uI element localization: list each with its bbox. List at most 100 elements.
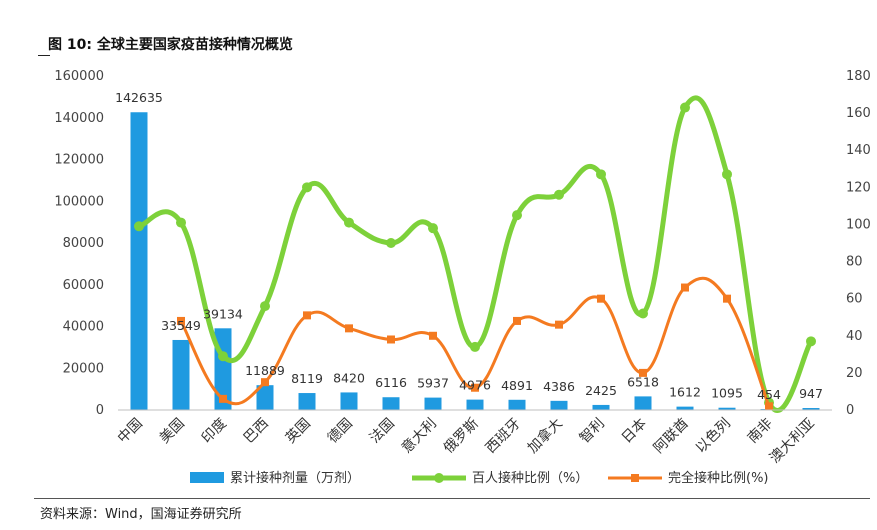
line-marker [386,238,396,248]
legend-label-line: 百人接种比例（%） [472,470,588,486]
line-marker [428,223,438,234]
line-marker [345,324,353,333]
line-marker [596,169,606,180]
line-marker [555,320,563,329]
line-marker [471,383,479,392]
data-label: 33549 [161,318,201,333]
y2-tick-label: 120 [846,180,871,195]
y2-tick-label: 60 [846,292,863,307]
category-label: 巴西 [241,416,272,447]
y2-tick-label: 20 [846,366,863,381]
bar [718,407,736,410]
line-marker [219,394,227,403]
bar [676,406,694,410]
title-rule [38,55,50,56]
data-label: 4386 [543,379,575,394]
y2-tick-label: 80 [846,255,863,270]
category-label: 加拿大 [524,415,566,457]
category-label: 印度 [199,416,230,447]
line-marker [470,341,480,352]
y2-tick-label: 0 [846,403,854,418]
line-marker [387,335,395,344]
data-label: 2425 [585,383,617,398]
y2-tick-label: 140 [846,143,871,158]
y-tick-label: 140000 [54,111,104,126]
line-marker [513,316,521,325]
bar [424,397,442,410]
bar [802,408,820,410]
line-marker [261,378,269,387]
category-label: 澳大利亚 [767,416,818,467]
data-label: 454 [757,387,781,402]
category-label: 南非 [745,416,776,447]
line-marker [303,311,311,320]
line-marker [680,102,690,113]
data-label: 11889 [245,363,285,378]
bar [172,339,190,410]
chart-title: 图 10: 全球主要国家疫苗接种情况概览 [48,37,293,53]
line-marker [260,301,270,312]
data-label: 8420 [333,370,365,385]
line-marker [723,294,731,303]
y-tick-label: 120000 [54,153,104,168]
line-marker [512,210,522,221]
data-label: 8119 [291,371,323,386]
data-label: 4891 [501,378,533,393]
line-marker [218,351,228,362]
line-marker [806,336,816,347]
bar [382,397,400,410]
bar-layer [130,112,820,410]
y-tick-label: 100000 [54,194,104,209]
y2-tick-label: 100 [846,217,871,232]
line-marker [176,217,186,228]
legend-marker [434,473,444,483]
y-tick-label: 80000 [63,236,104,251]
line-marker [638,308,648,319]
source-note: 资料来源：Wind，国海证券研究所 [40,507,242,522]
y2-tick-label: 180 [846,69,871,84]
source-rule [34,498,870,499]
series-line [136,95,814,413]
line-marker [722,169,732,180]
bar [298,393,316,410]
bar [130,112,148,410]
line-marker [597,294,605,303]
data-label: 1612 [669,385,701,400]
y-tick-label: 60000 [63,278,104,293]
data-label: 6116 [375,375,407,390]
y-tick-label: 0 [96,403,104,418]
legend-marker [631,474,639,482]
y2-tick-label: 160 [846,106,871,121]
category-label: 法国 [367,416,398,447]
category-label: 西班牙 [483,416,524,457]
category-label: 意大利 [398,415,440,457]
category-label: 日本 [619,416,650,447]
data-label: 4976 [459,378,491,393]
bar [634,396,652,410]
data-label: 5937 [417,376,449,391]
line-marker [177,316,185,325]
legend-swatch-bar [190,472,224,483]
y-tick-label: 40000 [63,320,104,335]
category-label: 以色列 [692,415,734,457]
data-label: 142635 [115,90,163,105]
bar [340,392,358,410]
series-line [179,276,771,408]
y-tick-label: 20000 [63,361,104,376]
category-label: 中国 [115,416,146,447]
y-tick-label: 160000 [54,69,104,84]
category-label: 英国 [282,415,314,447]
line-marker [429,331,437,340]
category-label: 阿联酋 [650,415,692,457]
bar [592,404,610,410]
line-layer [134,95,816,413]
bar [466,399,484,410]
bar [550,400,568,410]
line-marker [134,221,144,232]
legend-label-bar: 累计接种剂量（万剂） [230,470,360,486]
line-marker [639,368,647,377]
category-label: 美国 [157,416,188,447]
bar [256,385,274,410]
